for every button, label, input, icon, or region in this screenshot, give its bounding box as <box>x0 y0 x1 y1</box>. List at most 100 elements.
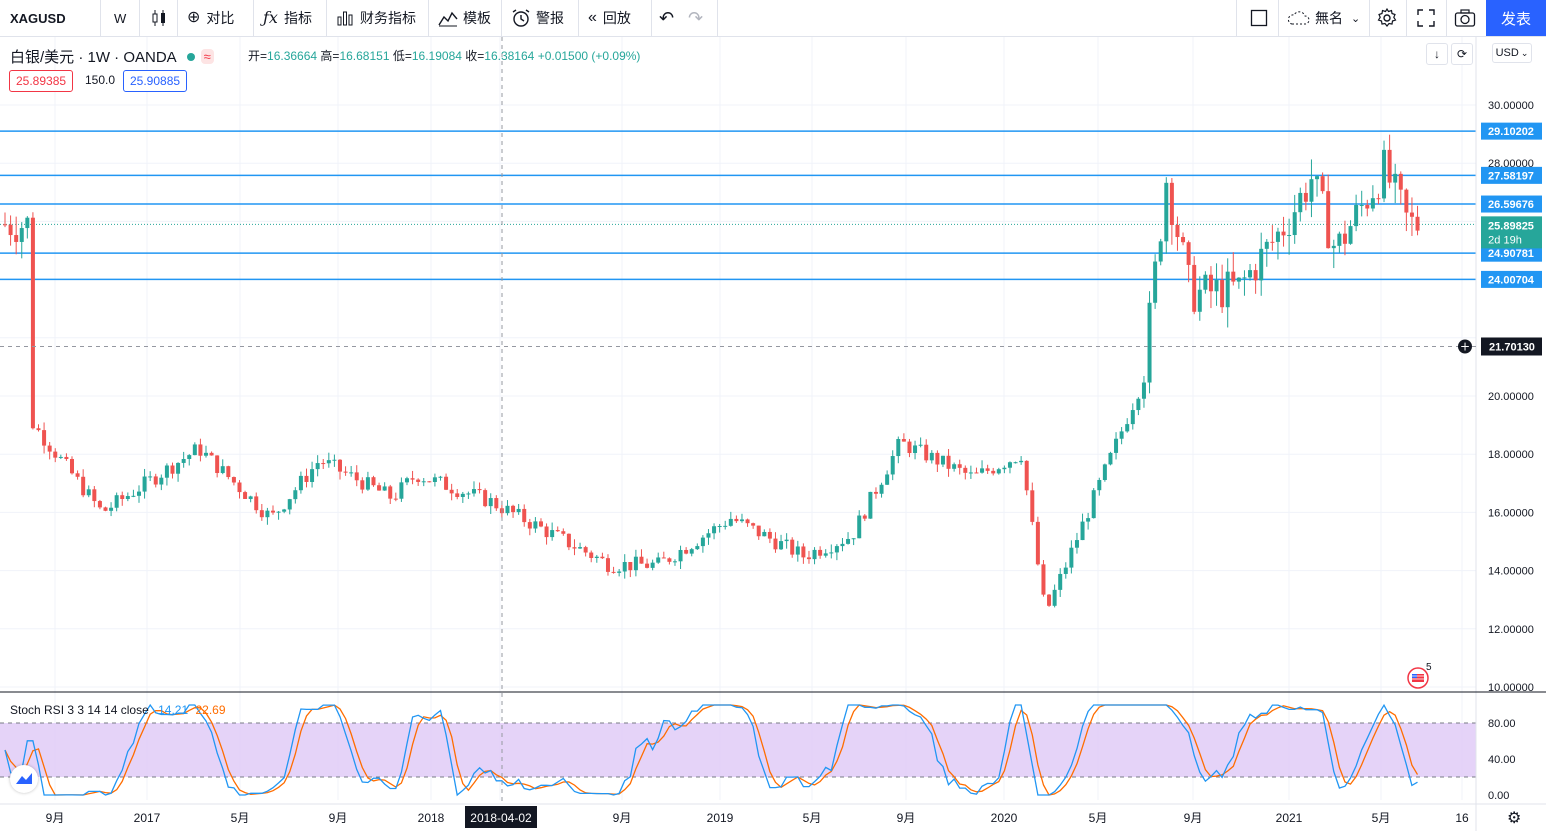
level-price-tag-bg <box>1481 122 1542 140</box>
candle-body <box>142 476 147 492</box>
candle-body <box>1158 241 1163 262</box>
candle-body <box>991 470 996 474</box>
undo-icon: ↶ <box>659 7 675 28</box>
save-layout-button[interactable]: 無名 ⌄ <box>1286 0 1360 36</box>
candle-body <box>728 518 733 526</box>
replay-button[interactable]: « 回放 <box>588 0 631 36</box>
settings-button[interactable] <box>1376 0 1398 36</box>
candle-body <box>477 489 482 491</box>
candle-body <box>304 475 309 482</box>
time-axis-settings[interactable]: ⚙ <box>1507 808 1521 828</box>
time-tick-label: 5月 <box>803 811 822 825</box>
time-tick-label: 16 <box>1455 811 1469 825</box>
candle-body <box>555 530 560 532</box>
candle-body <box>1331 245 1336 249</box>
candle-body <box>1019 460 1024 463</box>
fullscreen-button[interactable] <box>1416 0 1436 36</box>
candle-body <box>120 495 125 499</box>
scroll-down-button[interactable]: ↓ <box>1426 43 1448 65</box>
candle-body <box>265 510 270 518</box>
last-price-tag: 25.89825 <box>1488 220 1534 232</box>
candle-body <box>1169 182 1174 225</box>
stoch-tick-label: 40.00 <box>1488 754 1516 766</box>
currency-selector[interactable]: USD ⌄ <box>1492 43 1532 63</box>
compare-label: 对比 <box>206 10 235 26</box>
level-price-tag-bg <box>1481 244 1542 262</box>
reset-button[interactable]: ⟳ <box>1451 43 1473 65</box>
candle-body <box>963 467 968 473</box>
candle-body <box>1326 191 1331 249</box>
candle-body <box>148 476 153 478</box>
stoch-legend[interactable]: Stoch RSI 3 3 14 14 close 14.21 22.69 <box>10 703 226 717</box>
candle-body <box>885 474 890 485</box>
candle-body <box>940 455 945 465</box>
crosshair-price-bg <box>1481 337 1542 356</box>
symbol-search-button[interactable]: XAGUSD <box>10 10 66 26</box>
time-tick-label: 9月 <box>46 811 65 825</box>
redo-button[interactable]: ↷ <box>688 0 703 36</box>
candle-body <box>868 491 873 519</box>
candle-body <box>656 557 661 563</box>
time-tick-label: 9月 <box>897 811 916 825</box>
candle-body <box>896 439 901 457</box>
toolbar-divider <box>717 0 718 36</box>
alert-button[interactable]: 警报 <box>511 0 564 36</box>
candle-body <box>1197 289 1202 312</box>
candle-body <box>857 515 862 539</box>
candle-body <box>1074 540 1079 548</box>
candle-body <box>1097 479 1102 491</box>
candle-body <box>1220 279 1225 308</box>
undo-button[interactable]: ↶ <box>659 0 674 36</box>
candle-body <box>901 439 906 442</box>
candle-body <box>153 476 158 485</box>
candle-body <box>1108 452 1113 465</box>
toolbar-divider <box>326 0 327 36</box>
candle-body <box>393 498 398 500</box>
candle-body <box>952 464 957 469</box>
financials-button[interactable]: 财务指标 <box>336 0 416 36</box>
function-icon: ƒx <box>263 8 278 27</box>
templates-icon <box>438 11 458 27</box>
candle-body <box>444 476 449 490</box>
candle-body <box>957 464 962 468</box>
interval-button[interactable]: W <box>114 10 127 26</box>
candle-body <box>1376 198 1381 200</box>
candle-body <box>114 495 119 508</box>
candle-body <box>996 469 1001 474</box>
time-tick-label: 5月 <box>1372 811 1391 825</box>
candle-body <box>109 507 114 511</box>
snapshot-button[interactable] <box>1454 0 1476 36</box>
layout-button[interactable] <box>1250 0 1268 36</box>
candle-body <box>1253 270 1258 281</box>
sell-button[interactable]: 25.89385 <box>9 70 74 92</box>
candle-body <box>1281 231 1286 236</box>
economic-events[interactable]: 5 <box>1406 662 1432 690</box>
toolbar-divider <box>1406 0 1407 36</box>
candle-body <box>1186 242 1191 265</box>
price-chart[interactable]: 30.0000028.0000020.0000018.0000016.00000… <box>0 37 1546 831</box>
grid-lines <box>0 37 1476 800</box>
candle-body <box>1208 274 1213 292</box>
chart-type-button[interactable] <box>149 0 169 36</box>
compare-button[interactable]: ⊕ 对比 <box>187 0 234 36</box>
toolbar-divider <box>501 0 502 36</box>
candle-body <box>1370 198 1375 209</box>
buy-button[interactable]: 25.90885 <box>123 70 188 92</box>
stoch-tick-label: 0.00 <box>1488 790 1509 802</box>
candle-body <box>622 562 627 572</box>
symbol-legend[interactable]: 白银/美元 · 1W · OANDA ≈ <box>10 46 214 67</box>
replay-label: 回放 <box>602 10 631 26</box>
candle-body <box>723 525 728 527</box>
level-price-tag: 29.10202 <box>1488 126 1534 138</box>
publish-button[interactable]: 发表 <box>1486 0 1546 36</box>
templates-button[interactable]: 模板 <box>438 0 491 36</box>
events-count: 5 <box>1426 662 1432 673</box>
tradingview-logo[interactable] <box>10 765 38 793</box>
close-value: 16.38164 <box>484 49 535 63</box>
candle-body <box>1091 490 1096 519</box>
indicators-button[interactable]: ƒx 指标 <box>263 0 312 36</box>
candle-body <box>918 444 923 446</box>
alarm-clock-icon <box>512 9 530 27</box>
candle-body <box>254 496 259 511</box>
candle-body <box>968 472 973 474</box>
